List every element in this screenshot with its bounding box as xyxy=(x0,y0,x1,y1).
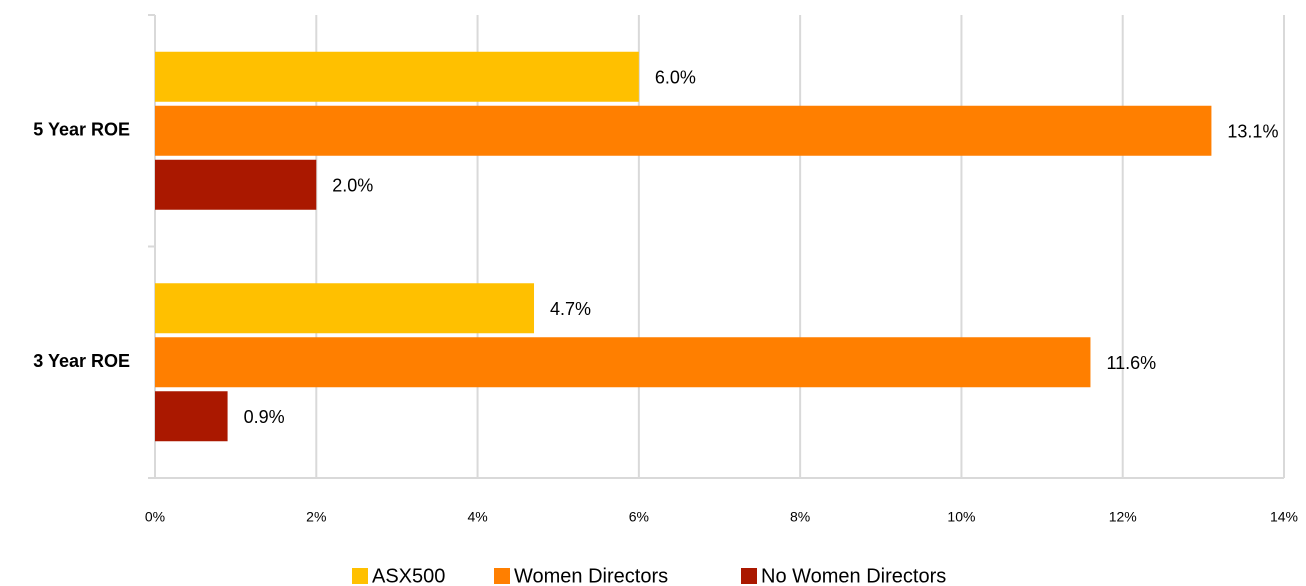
bar xyxy=(155,283,535,334)
bar xyxy=(155,105,1212,156)
x-tick-label: 8% xyxy=(790,509,810,525)
bar xyxy=(155,51,639,102)
bar xyxy=(155,159,317,210)
value-label: 6.0% xyxy=(655,68,696,88)
y-tick-label: 3 Year ROE xyxy=(33,351,130,371)
x-tick-label: 12% xyxy=(1109,509,1137,525)
value-label: 0.9% xyxy=(244,407,285,427)
bar xyxy=(155,337,1091,388)
legend-label: Women Directors xyxy=(514,565,668,586)
x-tick-label: 14% xyxy=(1270,509,1298,525)
x-tick-label: 4% xyxy=(467,509,487,525)
value-label: 13.1% xyxy=(1227,122,1278,142)
x-tick-label: 10% xyxy=(947,509,975,525)
bar xyxy=(155,391,228,442)
legend-label: ASX500 xyxy=(372,565,445,586)
legend-swatch xyxy=(352,568,368,584)
legend-swatch xyxy=(741,568,757,584)
y-tick-label: 5 Year ROE xyxy=(33,120,130,140)
value-label: 2.0% xyxy=(332,176,373,196)
value-label: 4.7% xyxy=(550,299,591,319)
x-tick-label: 0% xyxy=(145,509,165,525)
legend-label: No Women Directors xyxy=(761,565,946,586)
value-label: 11.6% xyxy=(1106,353,1156,373)
x-tick-label: 2% xyxy=(306,509,326,525)
x-tick-label: 6% xyxy=(629,509,649,525)
legend-swatch xyxy=(494,568,510,584)
